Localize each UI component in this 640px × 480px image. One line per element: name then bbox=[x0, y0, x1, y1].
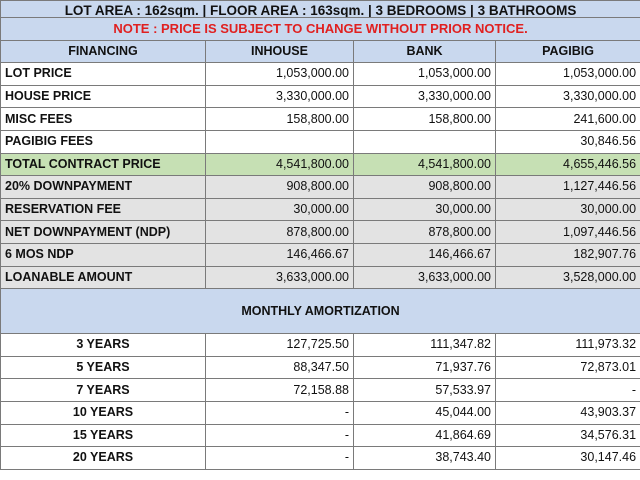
amortization-row: 20 YEARS -38,743.40 30,147.46 bbox=[0, 446, 640, 470]
bank-value bbox=[353, 129, 496, 154]
bank-value: 878,800.00 bbox=[353, 220, 496, 244]
price-row: 20% DOWNPAYMENT 908,800.00 908,800.00 1,127… bbox=[0, 175, 640, 199]
pagibig-value: 3,330,000.00 bbox=[494, 84, 640, 109]
bank-value: 908,800.00 bbox=[353, 175, 496, 199]
amortization-rows: 3 YEARS 127,725.50 111,347.82 111,973.32 5 Y… bbox=[0, 333, 640, 470]
amortization-row: 10 YEARS -45,044.00 43,903.37 bbox=[0, 400, 640, 425]
pagibig-value: 30,000.00 bbox=[494, 197, 640, 222]
inhouse-value: 3,330,000.00 bbox=[205, 84, 354, 109]
price-notice: NOTE : PRICE IS SUBJECT TO CHANGE WITHOU… bbox=[0, 17, 640, 41]
amortization-row: 7 YEARS 72,158.88 57,533.97- bbox=[0, 378, 640, 402]
price-row-label: NET DOWNPAYMENT (NDP) bbox=[0, 220, 206, 244]
price-row-label: PAGIBIG FEES bbox=[0, 129, 206, 154]
inhouse-value: 4,541,800.00 bbox=[205, 152, 354, 177]
price-row-label: 6 MOS NDP bbox=[0, 242, 206, 267]
inhouse-value: - bbox=[205, 400, 354, 425]
pagibig-value: 72,873.01 bbox=[494, 355, 640, 380]
bank-value: 3,330,000.00 bbox=[353, 84, 496, 109]
price-row: RESERVATION FEE 30,000.00 30,000.00 30,000.… bbox=[0, 197, 640, 222]
header-inhouse: INHOUSE bbox=[205, 39, 354, 64]
price-row-label: HOUSE PRICE bbox=[0, 84, 206, 109]
amortization-title: MONTHLY AMORTIZATION bbox=[0, 288, 640, 335]
price-rows: LOT PRICE 1,053,000.00 1,053,000.00 1,053,0… bbox=[0, 62, 640, 290]
price-row-label: MISC FEES bbox=[0, 107, 206, 131]
price-table: LOT AREA : 162sqm. | FLOOR AREA : 163sqm… bbox=[0, 0, 640, 470]
bank-value: 57,533.97 bbox=[353, 378, 496, 402]
price-row: HOUSE PRICE 3,330,000.00 3,330,000.00 3,330… bbox=[0, 84, 640, 109]
bank-value: 41,864.69 bbox=[353, 423, 496, 448]
amortization-row: 15 YEARS -41,864.69 34,576.31 bbox=[0, 423, 640, 448]
inhouse-value: 30,000.00 bbox=[205, 197, 354, 222]
inhouse-value: 146,466.67 bbox=[205, 242, 354, 267]
pagibig-value: 30,147.46 bbox=[494, 446, 640, 470]
pagibig-value: 241,600.00 bbox=[494, 107, 640, 131]
pagibig-value: 4,655,446.56 bbox=[494, 152, 640, 177]
amortization-row-label: 7 YEARS bbox=[0, 378, 206, 402]
column-header-row: FINANCING INHOUSE BANK PAGIBIG bbox=[0, 39, 640, 64]
pagibig-value: 182,907.76 bbox=[494, 242, 640, 267]
inhouse-value: 158,800.00 bbox=[205, 107, 354, 131]
amortization-section-row: MONTHLY AMORTIZATION bbox=[0, 288, 640, 335]
price-row: LOANABLE AMOUNT 3,633,000.00 3,633,000.00 3… bbox=[0, 265, 640, 290]
inhouse-value: 3,633,000.00 bbox=[205, 265, 354, 290]
inhouse-value: - bbox=[205, 423, 354, 448]
price-row: PAGIBIG FEES 30,846.56 bbox=[0, 129, 640, 154]
price-row-label: RESERVATION FEE bbox=[0, 197, 206, 222]
pagibig-value: 1,053,000.00 bbox=[494, 62, 640, 86]
amortization-row: 3 YEARS 127,725.50 111,347.82 111,973.32 bbox=[0, 333, 640, 357]
bank-value: 3,633,000.00 bbox=[353, 265, 496, 290]
price-row: NET DOWNPAYMENT (NDP) 878,800.00 878,800.0… bbox=[0, 220, 640, 244]
inhouse-value: - bbox=[205, 446, 354, 470]
bank-value: 1,053,000.00 bbox=[353, 62, 496, 86]
bank-value: 111,347.82 bbox=[353, 333, 496, 357]
price-row-label: 20% DOWNPAYMENT bbox=[0, 175, 206, 199]
inhouse-value: 878,800.00 bbox=[205, 220, 354, 244]
header-financing: FINANCING bbox=[0, 39, 206, 64]
bank-value: 4,541,800.00 bbox=[353, 152, 496, 177]
price-row: 6 MOS NDP 146,466.67 146,466.67 182,907.76 bbox=[0, 242, 640, 267]
inhouse-value: 908,800.00 bbox=[205, 175, 354, 199]
bank-value: 38,743.40 bbox=[353, 446, 496, 470]
price-row-label: LOANABLE AMOUNT bbox=[0, 265, 206, 290]
price-row: TOTAL CONTRACT PRICE 4,541,800.00 4,541,80… bbox=[0, 152, 640, 177]
pagibig-value: 34,576.31 bbox=[494, 423, 640, 448]
price-row-label: LOT PRICE bbox=[0, 62, 206, 86]
bank-value: 30,000.00 bbox=[353, 197, 496, 222]
amortization-row-label: 3 YEARS bbox=[0, 333, 206, 357]
bank-value: 45,044.00 bbox=[353, 400, 496, 425]
amortization-row-label: 10 YEARS bbox=[0, 400, 206, 425]
price-row-label: TOTAL CONTRACT PRICE bbox=[0, 152, 206, 177]
header-pagibig: PAGIBIG bbox=[494, 39, 640, 64]
price-row: MISC FEES 158,800.00 158,800.00 241,600.00 bbox=[0, 107, 640, 131]
inhouse-value: 1,053,000.00 bbox=[205, 62, 354, 86]
price-row: LOT PRICE 1,053,000.00 1,053,000.00 1,053,0… bbox=[0, 62, 640, 86]
inhouse-value: 72,158.88 bbox=[205, 378, 354, 402]
property-specs-banner: LOT AREA : 162sqm. | FLOOR AREA : 163sqm… bbox=[0, 0, 640, 18]
pagibig-value: 3,528,000.00 bbox=[494, 265, 640, 290]
inhouse-value: 88,347.50 bbox=[205, 355, 354, 380]
inhouse-value bbox=[205, 129, 354, 154]
amortization-row-label: 15 YEARS bbox=[0, 423, 206, 448]
inhouse-value: 127,725.50 bbox=[205, 333, 354, 357]
amortization-row: 5 YEARS 88,347.50 71,937.76 72,873.01 bbox=[0, 355, 640, 380]
bank-value: 158,800.00 bbox=[353, 107, 496, 131]
pagibig-value: 43,903.37 bbox=[494, 400, 640, 425]
pagibig-value: 111,973.32 bbox=[494, 333, 640, 357]
header-bank: BANK bbox=[353, 39, 496, 64]
banner-row: LOT AREA : 162sqm. | FLOOR AREA : 163sqm… bbox=[0, 0, 640, 18]
amortization-row-label: 20 YEARS bbox=[0, 446, 206, 470]
pagibig-value: 30,846.56 bbox=[494, 129, 640, 154]
pagibig-value: 1,127,446.56 bbox=[494, 175, 640, 199]
pagibig-value: - bbox=[494, 378, 640, 402]
amortization-row-label: 5 YEARS bbox=[0, 355, 206, 380]
bank-value: 71,937.76 bbox=[353, 355, 496, 380]
note-row: NOTE : PRICE IS SUBJECT TO CHANGE WITHOU… bbox=[0, 17, 640, 41]
bank-value: 146,466.67 bbox=[353, 242, 496, 267]
pagibig-value: 1,097,446.56 bbox=[494, 220, 640, 244]
